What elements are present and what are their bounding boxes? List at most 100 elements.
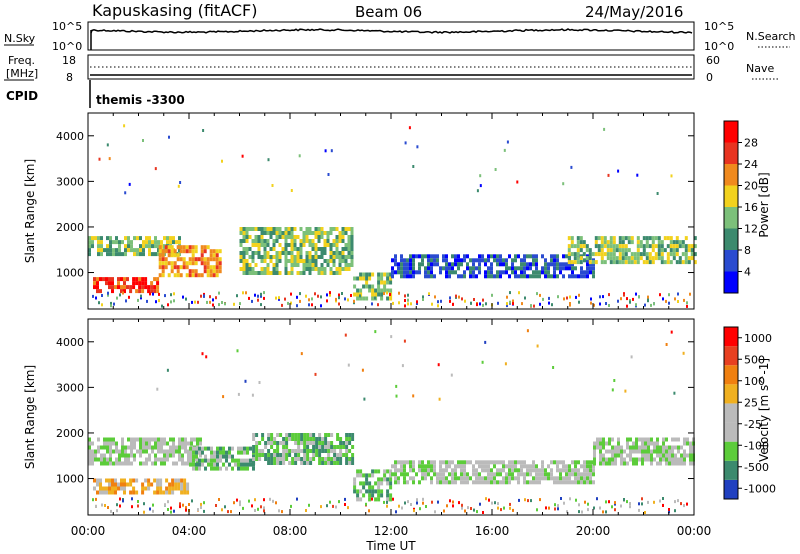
- heatmap-cell: [194, 300, 196, 304]
- heatmap-cell: [665, 343, 668, 346]
- heatmap-cell: [282, 441, 286, 445]
- heatmap-cell: [475, 472, 478, 477]
- heatmap-cell: [466, 262, 469, 267]
- heatmap-cell: [559, 476, 562, 481]
- heatmap-cell: [547, 274, 550, 279]
- heatmap-cell: [344, 297, 346, 301]
- heatmap-cell: [94, 453, 97, 458]
- heatmap-cell: [246, 466, 249, 471]
- heatmap-cell: [117, 482, 120, 487]
- heatmap-cell: [455, 294, 457, 298]
- heatmap-cell: [617, 441, 620, 446]
- heatmap-cell: [333, 453, 337, 457]
- heatmap-cell: [377, 284, 381, 289]
- heatmap-cell: [130, 449, 133, 454]
- heatmap-cell: [671, 437, 674, 442]
- heatmap-cell: [278, 297, 280, 301]
- heatmap-cell: [433, 274, 436, 279]
- heatmap-cell: [409, 266, 412, 271]
- heatmap-cell: [374, 330, 377, 334]
- heatmap-cell: [544, 274, 547, 279]
- heatmap-cell: [647, 457, 650, 462]
- heatmap-cell: [674, 445, 677, 450]
- heatmap-cell: [178, 449, 181, 454]
- heatmap-cell: [158, 253, 162, 258]
- heatmap-cell: [110, 301, 112, 305]
- heatmap-cell: [216, 466, 219, 471]
- heatmap-cell: [323, 239, 327, 243]
- heatmap-cell: [160, 445, 163, 450]
- heatmap-cell: [596, 441, 599, 446]
- heatmap-cell: [317, 227, 321, 231]
- heatmap-cell: [681, 240, 685, 245]
- heatmap-cell: [137, 500, 139, 503]
- heatmap-cell: [330, 149, 333, 153]
- heatmap-cell: [287, 251, 291, 255]
- heatmap-cell: [442, 258, 445, 263]
- heatmap-cell: [267, 158, 270, 162]
- heatmap-cell: [329, 231, 333, 235]
- heatmap-cell: [416, 302, 418, 305]
- heatmap-cell: [282, 445, 286, 449]
- heatmap-cell: [194, 245, 198, 250]
- time-tick-label: 12:00: [374, 524, 409, 538]
- heatmap-cell: [589, 472, 592, 477]
- heatmap-cell: [279, 453, 283, 457]
- heatmap-cell: [178, 441, 181, 446]
- heatmap-cell: [644, 453, 647, 458]
- heatmap-cell: [403, 468, 406, 473]
- heatmap-cell: [133, 457, 136, 462]
- heatmap-cell: [327, 445, 331, 449]
- heatmap-cell: [324, 441, 328, 445]
- heatmap-cell: [380, 296, 384, 301]
- heatmap-cell: [520, 464, 523, 469]
- time-tick-label: 16:00: [475, 524, 510, 538]
- heatmap-cell: [587, 508, 589, 512]
- colorbar-tick-label: 100: [744, 375, 765, 388]
- heatmap-cell: [242, 267, 246, 271]
- heatmap-cell: [294, 461, 298, 465]
- heatmap-cell: [359, 288, 363, 293]
- heatmap-cell: [308, 267, 312, 271]
- heatmap-cell: [296, 247, 300, 251]
- heatmap-cell: [156, 281, 160, 286]
- heatmap-cell: [386, 504, 388, 508]
- time-tick-label: 20:00: [576, 524, 611, 538]
- heatmap-cell: [112, 437, 115, 442]
- colorbar-tick-label: 500: [744, 353, 765, 366]
- heatmap-cell: [656, 192, 659, 195]
- heatmap-cell: [166, 236, 169, 241]
- heatmap-cell: [641, 437, 644, 442]
- heatmap-cell: [451, 266, 454, 271]
- heatmap-cell: [139, 437, 142, 442]
- heatmap-cell: [629, 502, 631, 505]
- heatmap-cell: [614, 453, 617, 458]
- heatmap-cell: [611, 461, 614, 466]
- heatmap-cell: [446, 504, 448, 508]
- heatmap-cell: [297, 453, 301, 457]
- heatmap-cell: [538, 476, 541, 481]
- heatmap-cell: [248, 271, 252, 275]
- heatmap-cell: [267, 433, 271, 437]
- heatmap-cell: [300, 449, 304, 453]
- heatmap-cell: [600, 256, 604, 261]
- heatmap-cell: [541, 266, 544, 271]
- heatmap-cell: [140, 294, 142, 298]
- heatmap-cell: [565, 262, 568, 267]
- heatmap-cell: [481, 476, 484, 481]
- heatmap-cell: [248, 247, 252, 251]
- heatmap-cell: [657, 244, 661, 249]
- heatmap-cell: [609, 236, 613, 241]
- heatmap-cell: [142, 461, 145, 466]
- heatmap-cell: [374, 296, 376, 300]
- heatmap-cell: [231, 466, 234, 471]
- heatmap-cell: [365, 489, 369, 494]
- heatmap-cell: [665, 299, 667, 303]
- heatmap-cell: [380, 489, 384, 494]
- heatmap-cell: [335, 227, 339, 231]
- heatmap-cell: [484, 468, 487, 473]
- heatmap-cell: [478, 262, 481, 267]
- heatmap-cell: [562, 476, 565, 481]
- heatmap-cell: [671, 453, 674, 458]
- heatmap-cell: [242, 271, 246, 275]
